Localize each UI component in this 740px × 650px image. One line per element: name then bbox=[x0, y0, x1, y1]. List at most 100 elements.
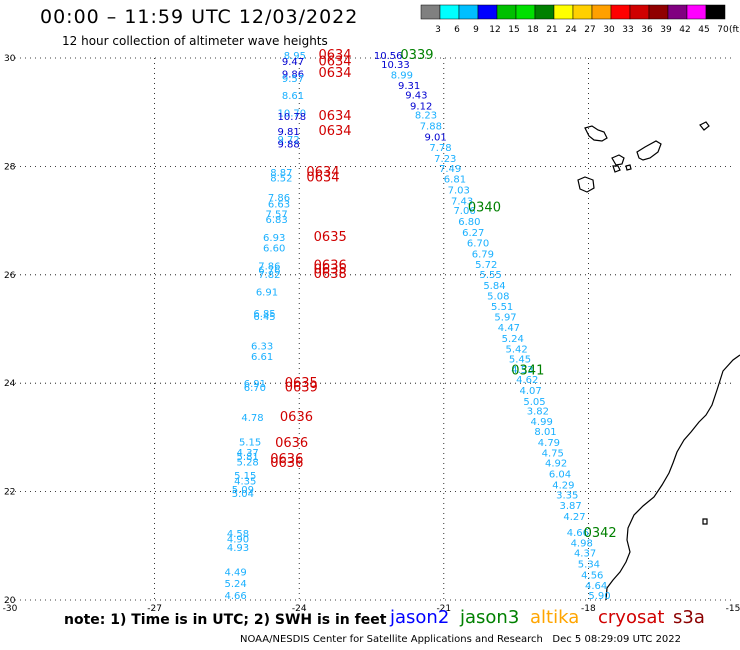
satellite-legend-jason3: jason3 bbox=[460, 607, 520, 628]
pass-time-label: 0635 bbox=[314, 263, 347, 278]
pass-time-label: 0636 bbox=[270, 452, 303, 467]
lat-tick-label: 30 bbox=[4, 54, 16, 64]
colorbar-tick-label: 15 bbox=[508, 25, 519, 35]
wave-height-label: 5.55 bbox=[479, 270, 501, 281]
credit-timestamp: Dec 5 08:29:09 UTC 2022 bbox=[552, 634, 682, 645]
wave-height-label: 6.63 bbox=[268, 200, 290, 211]
wave-height-label: 9.43 bbox=[405, 91, 427, 102]
pass-time-label: 0636 bbox=[280, 410, 313, 425]
wave-height-label: 6.33 bbox=[251, 342, 273, 353]
wave-height-label: 5.90 bbox=[588, 591, 610, 602]
pass-time-label: 0635 bbox=[285, 376, 318, 391]
island-outline bbox=[584, 125, 608, 142]
colorbar-tick-label: 42 bbox=[679, 25, 690, 35]
colorbar-tick-label: 36 bbox=[641, 25, 653, 35]
wave-height-label: 5.34 bbox=[578, 559, 600, 570]
wave-height-label: 6.27 bbox=[462, 228, 484, 239]
wave-height-label: 5.97 bbox=[494, 312, 516, 323]
colorbar-tick-label: 45 bbox=[698, 25, 709, 35]
wave-height-label: 7.78 bbox=[429, 143, 451, 154]
page-title: 00:00 – 11:59 UTC 12/03/2022 bbox=[40, 6, 359, 28]
wave-height-label: 5.72 bbox=[475, 260, 497, 271]
wave-height-label: 4.49 bbox=[224, 568, 246, 579]
wave-height-label: 6.04 bbox=[549, 470, 571, 481]
wave-height-label: 6.70 bbox=[244, 383, 266, 394]
island-outline bbox=[699, 121, 710, 131]
wave-height-label: 5.08 bbox=[487, 292, 509, 303]
wave-height-label: 4.78 bbox=[241, 413, 263, 424]
pass-time-label: 0339 bbox=[400, 48, 433, 63]
colorbar-unit: (ft) bbox=[729, 25, 740, 35]
wave-height-label: 7.57 bbox=[265, 209, 287, 220]
wave-height-label: 8.61 bbox=[282, 91, 304, 102]
wave-height-label: 8.23 bbox=[415, 111, 437, 122]
lat-tick-label: 26 bbox=[4, 271, 16, 281]
african-coastline bbox=[605, 354, 740, 601]
lat-tick-label: 24 bbox=[4, 379, 16, 389]
colorbar-tick-label: 70 bbox=[717, 25, 729, 35]
wave-height-label: 10.78 bbox=[278, 112, 307, 123]
wave-height-label: 4.35 bbox=[234, 477, 256, 488]
wave-height-label: 6.79 bbox=[472, 249, 494, 260]
wave-height-label: 9.88 bbox=[278, 139, 300, 150]
wave-height-label: 8.99 bbox=[391, 71, 413, 82]
wave-height-label: 7.49 bbox=[439, 164, 461, 175]
wave-height-label: 10.70 bbox=[278, 109, 307, 120]
colorbar-tick-label: 39 bbox=[660, 25, 672, 35]
wave-height-label: 7.86 bbox=[268, 193, 290, 204]
wave-height-label: 5.05 bbox=[523, 397, 545, 408]
pass-time-label: 0342 bbox=[584, 526, 617, 541]
wave-height-label: 4.90 bbox=[227, 535, 249, 546]
wave-height-label: 3.35 bbox=[556, 491, 578, 502]
units-note: note: 1) Time is in UTC; 2) SWH is in fe… bbox=[64, 612, 387, 628]
wave-height-label: 9.86 bbox=[282, 70, 304, 81]
wave-height-label: 8.52 bbox=[270, 174, 292, 185]
wave-height-label: 4.07 bbox=[519, 386, 541, 397]
wave-height-label: 4.99 bbox=[531, 417, 553, 428]
pass-time-label: 0340 bbox=[468, 200, 501, 215]
island-outline bbox=[702, 518, 708, 525]
wave-height-label: 6.83 bbox=[265, 215, 287, 226]
wave-height-label: 4.79 bbox=[538, 438, 560, 449]
island-outline bbox=[625, 164, 632, 171]
wave-height-label: 4.56 bbox=[581, 570, 603, 581]
pass-time-label: 0639 bbox=[285, 380, 318, 395]
wave-height-label: 5.24 bbox=[224, 579, 246, 590]
footer-credit: NOAA/NESDIS Center for Satellite Applica… bbox=[240, 634, 681, 645]
wave-height-label: 5.51 bbox=[491, 302, 513, 313]
wave-height-label: 7.06 bbox=[453, 206, 475, 217]
wave-height-label: 4.47 bbox=[498, 323, 520, 334]
island-outline bbox=[611, 154, 625, 166]
wave-height-label: 7.23 bbox=[434, 154, 456, 165]
wave-height-label: 4.92 bbox=[545, 459, 567, 470]
wave-height-label: 4.53 bbox=[511, 365, 533, 376]
wave-height-label: 3.82 bbox=[527, 407, 549, 418]
wave-height-label: 10.56 bbox=[374, 51, 403, 62]
wave-height-label: 5.84 bbox=[483, 281, 505, 292]
pass-time-label: 0638 bbox=[314, 267, 347, 282]
lon-tick-label: -24 bbox=[292, 604, 307, 614]
colorbar-tick-label: 21 bbox=[546, 25, 557, 35]
wave-height-label: 5.15 bbox=[239, 438, 261, 449]
wave-height-label: 7.86 bbox=[258, 261, 280, 272]
colorbar-tick-label: 12 bbox=[489, 25, 500, 35]
colorbar-swatch bbox=[705, 4, 726, 20]
wave-height-label: 4.64 bbox=[585, 581, 607, 592]
pass-time-label: 0636 bbox=[270, 456, 303, 471]
island-outline bbox=[612, 165, 621, 173]
wave-height-label: 7.03 bbox=[448, 186, 470, 197]
colorbar-tick-label: 33 bbox=[622, 25, 633, 35]
satellite-legend-altika: altika bbox=[530, 607, 580, 628]
lon-tick-label: -21 bbox=[436, 604, 451, 614]
wave-height-label: 9.47 bbox=[282, 57, 304, 68]
satellite-legend-jason2: jason2 bbox=[390, 607, 450, 628]
wave-height-label: 4.37 bbox=[237, 448, 259, 459]
wave-height-label: 9.57 bbox=[282, 74, 304, 85]
wave-height-label: 5.42 bbox=[505, 344, 527, 355]
lat-tick-label: 22 bbox=[4, 488, 15, 498]
pass-time-label: 0341 bbox=[511, 364, 544, 379]
wave-height-label: 4.75 bbox=[542, 448, 564, 459]
wave-height-label: 6.81 bbox=[444, 175, 466, 186]
